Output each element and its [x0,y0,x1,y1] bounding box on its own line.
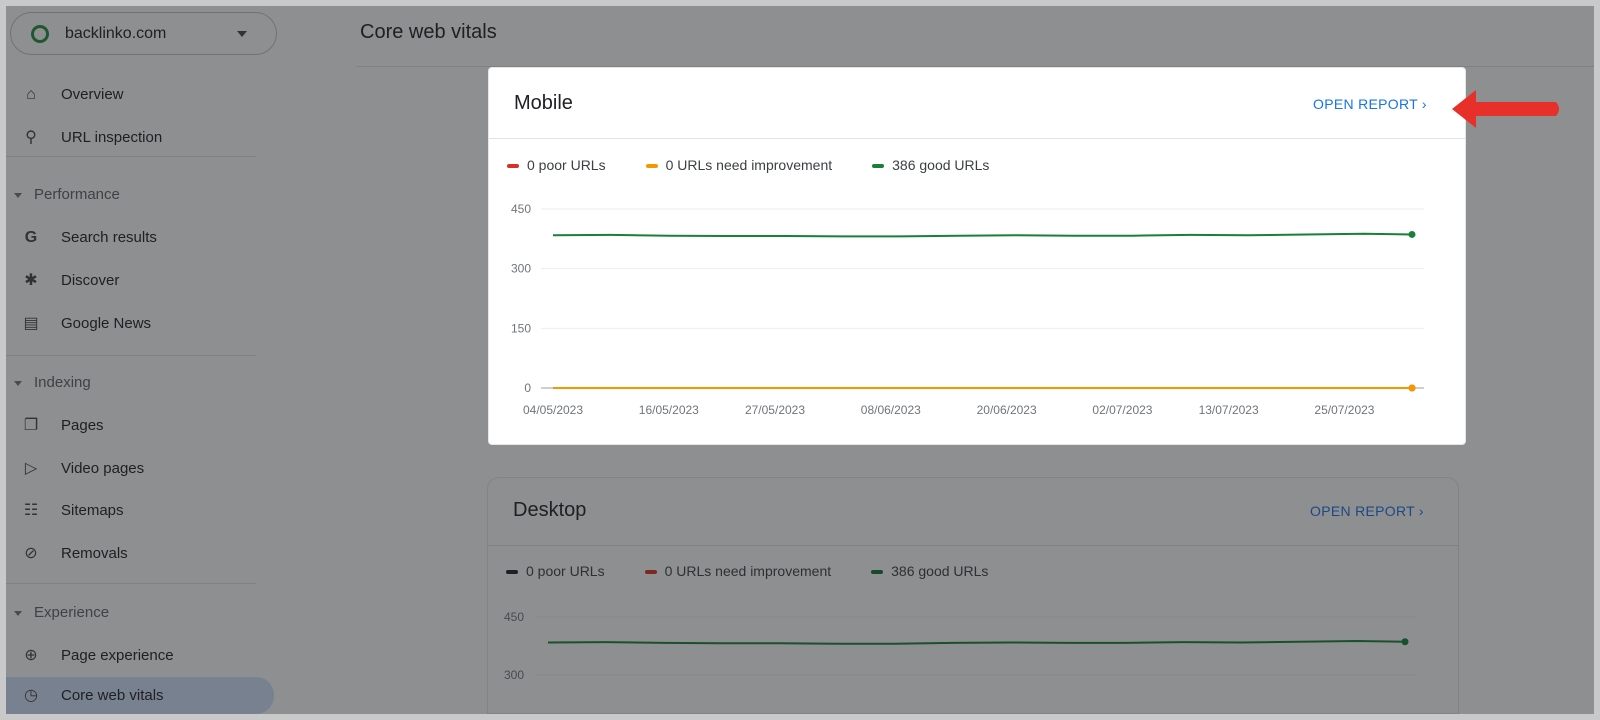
x-tick-label: 25/07/2023 [1314,403,1374,417]
red-arrow-annotation [1452,90,1559,128]
card-title: Mobile [514,92,573,114]
chart-legend: 0 poor URLs 0 URLs need improvement 386 … [507,157,989,173]
mobile-card: Mobile OPEN REPORT › 0 poor URLs 0 URLs … [488,67,1466,445]
x-tick-label: 04/05/2023 [523,403,583,417]
y-tick-label: 450 [511,202,531,216]
y-tick-label: 300 [511,262,531,276]
chevron-right-icon: › [1421,96,1427,112]
series-line [552,232,1413,238]
legend-label: 0 poor URLs [527,157,606,173]
card-divider [489,138,1465,139]
x-tick-label: 13/07/2023 [1199,403,1259,417]
legend-label: 0 URLs need improvement [665,157,833,173]
y-tick-label: 150 [511,321,531,335]
legend-swatch [872,164,885,169]
legend-poor[interactable]: 0 poor URLs [507,157,606,173]
mobile-chart: 0 150 300 450 04/05/2023 16/05/2023 27/05/2023… [511,202,1424,417]
legend-good[interactable]: 386 good URLs [872,157,989,173]
search-console-page: backlinko.com ⌂Overview ⚲URL inspection … [6,6,1594,714]
legend-swatch [645,164,658,169]
series-end-point [1408,384,1416,392]
open-report-link[interactable]: OPEN REPORT › [1313,96,1427,112]
x-tick-label: 27/05/2023 [745,403,805,417]
x-tick-label: 02/07/2023 [1092,403,1152,417]
series-end-point [1408,230,1416,238]
legend-swatch [507,164,519,169]
y-tick-label: 0 [524,381,531,395]
x-tick-label: 20/06/2023 [977,403,1037,417]
legend-needs-improvement[interactable]: 0 URLs need improvement [645,157,833,173]
open-report-label: OPEN REPORT [1313,96,1418,112]
x-tick-label: 08/06/2023 [861,403,921,417]
legend-label: 386 good URLs [892,157,990,173]
x-tick-label: 16/05/2023 [639,403,699,417]
